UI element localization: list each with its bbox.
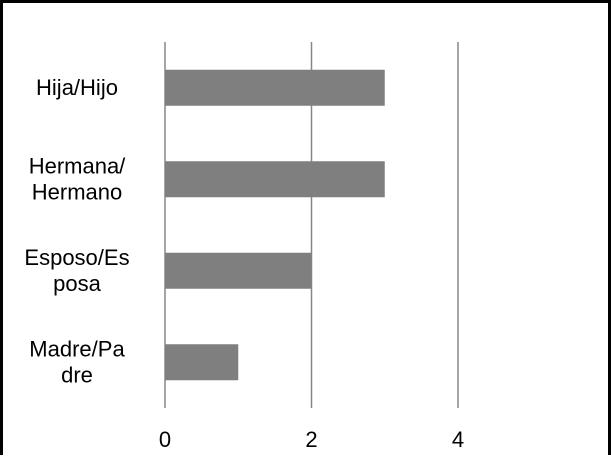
category-label-0-line-0: Hija/Hijo (36, 75, 118, 100)
category-label-1-line-1: Hermano (32, 179, 122, 204)
bar-3 (165, 344, 239, 381)
x-tick-label-4: 4 (452, 427, 464, 452)
category-label-1-line-0: Hermana/ (29, 153, 126, 178)
bars (165, 69, 385, 381)
category-label-2-line-0: Esposo/Es (24, 245, 129, 270)
bar-0 (165, 69, 385, 106)
category-label-2-line-1: posa (53, 271, 101, 296)
bar-1 (165, 161, 385, 198)
x-tick-labels: 0 2 4 (159, 427, 464, 452)
bar-2 (165, 252, 312, 289)
x-tick-label-0: 0 (159, 427, 171, 452)
category-label-3-line-1: dre (61, 362, 93, 387)
x-tick-label-2: 2 (305, 427, 317, 452)
category-label-3-line-0: Madre/Pa (29, 336, 125, 361)
